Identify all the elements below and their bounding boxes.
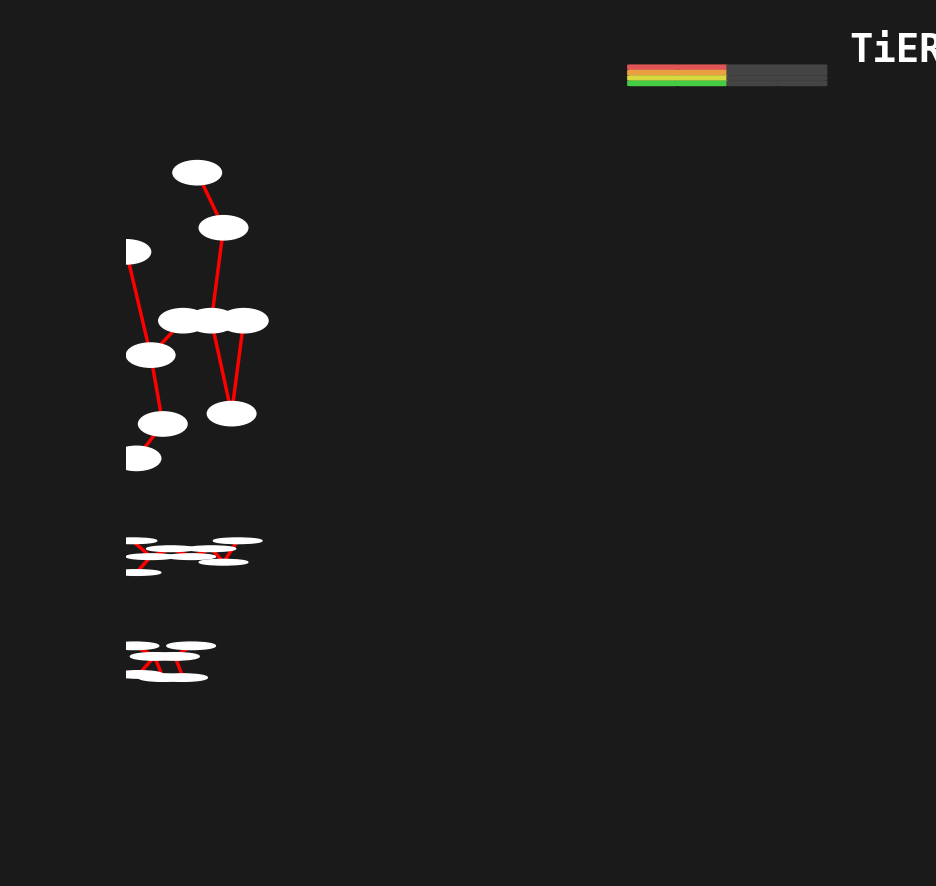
Circle shape (114, 671, 163, 679)
Circle shape (139, 674, 187, 681)
Circle shape (173, 161, 222, 186)
Circle shape (187, 547, 236, 552)
FancyBboxPatch shape (776, 71, 827, 76)
Circle shape (219, 309, 268, 333)
FancyBboxPatch shape (726, 71, 778, 76)
Circle shape (126, 344, 175, 368)
Circle shape (159, 674, 208, 681)
FancyBboxPatch shape (726, 66, 778, 71)
Circle shape (213, 539, 262, 544)
FancyBboxPatch shape (776, 66, 827, 71)
FancyBboxPatch shape (677, 66, 728, 71)
FancyBboxPatch shape (627, 82, 679, 87)
FancyBboxPatch shape (677, 71, 728, 76)
Circle shape (199, 560, 248, 565)
Text: C: C (59, 759, 67, 770)
Text: TiERMAkER: TiERMAkER (849, 32, 936, 70)
FancyBboxPatch shape (627, 76, 679, 82)
Text: D: D (59, 841, 67, 851)
Circle shape (151, 653, 199, 660)
FancyBboxPatch shape (627, 66, 679, 71)
Circle shape (167, 642, 215, 649)
Text: A(Water is
above mist
due to nerf): A(Water is above mist due to nerf) (28, 537, 98, 570)
Circle shape (109, 539, 156, 544)
FancyBboxPatch shape (726, 82, 778, 87)
Circle shape (112, 447, 161, 471)
FancyBboxPatch shape (726, 76, 778, 82)
FancyBboxPatch shape (627, 71, 679, 76)
FancyBboxPatch shape (677, 76, 728, 82)
Circle shape (102, 240, 151, 265)
FancyBboxPatch shape (677, 82, 728, 87)
Circle shape (126, 555, 175, 560)
Text: S(Now yall
might ask
why thunder
is behind
flame at S
tier. Thats
caause a
charg: S(Now yall might ask why thunder is behi… (24, 200, 102, 408)
Circle shape (147, 547, 196, 552)
FancyBboxPatch shape (776, 82, 827, 87)
Text: B(Now
wind..it is B
worthy but C
worthy
too..DEVS
BUFF IT!): B(Now wind..it is B worthy but C worthy … (25, 628, 101, 696)
Circle shape (130, 653, 179, 660)
Circle shape (139, 412, 187, 437)
Circle shape (159, 309, 208, 333)
FancyBboxPatch shape (776, 76, 827, 82)
Circle shape (167, 555, 215, 560)
Circle shape (187, 309, 236, 333)
Circle shape (208, 402, 256, 426)
Circle shape (112, 570, 161, 576)
Circle shape (110, 642, 159, 649)
Circle shape (199, 216, 248, 241)
